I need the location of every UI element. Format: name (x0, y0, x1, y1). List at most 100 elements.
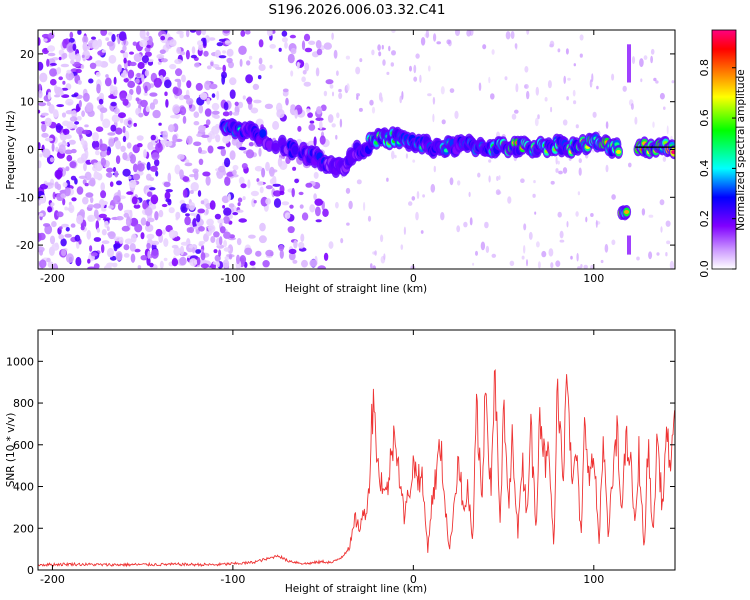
noise-blob (74, 121, 80, 125)
noise-blob (293, 239, 298, 249)
noise-blob (184, 216, 191, 226)
noise-blob (650, 48, 655, 55)
noise-blob (41, 132, 49, 138)
noise-blob (165, 99, 169, 108)
noise-blob (150, 134, 156, 141)
noise-blob (578, 167, 582, 176)
noise-blob (129, 61, 137, 67)
noise-blob (58, 56, 62, 61)
noise-blob (186, 30, 190, 38)
spectrogram-noise (38, 30, 675, 269)
noise-blob (323, 90, 328, 97)
snr-y-label: SNR (10 * v/v) (5, 413, 17, 488)
noise-blob (137, 61, 145, 70)
noise-blob (244, 247, 253, 255)
noise-blob (216, 42, 223, 47)
colorbar-label: Normalized spectral amplitude (735, 69, 747, 230)
noise-blob (61, 112, 67, 118)
noise-blob (143, 36, 150, 41)
noise-blob (565, 48, 569, 55)
noise-blob (42, 148, 51, 158)
noise-blob (219, 236, 223, 246)
noise-blob (557, 48, 561, 53)
x-tick-label: 0 (410, 573, 417, 586)
noise-blob (117, 64, 122, 73)
noise-blob (132, 163, 138, 173)
noise-blob (136, 72, 141, 78)
noise-blob (232, 164, 239, 171)
noise-blob (272, 183, 281, 187)
noise-blob (559, 239, 565, 243)
noise-blob (179, 245, 185, 256)
noise-blob (211, 110, 220, 115)
noise-blob (415, 53, 420, 59)
noise-blob (313, 136, 317, 147)
noise-blob (179, 51, 186, 56)
noise-blob (164, 191, 171, 200)
noise-blob (111, 33, 116, 43)
noise-blob (52, 109, 59, 118)
noise-blob (242, 95, 246, 100)
snr-x-label: Height of straight line (km) (285, 583, 427, 595)
x-tick-label: 100 (583, 573, 604, 586)
noise-blob (371, 49, 375, 56)
noise-blob (170, 115, 178, 119)
noise-blob (313, 171, 319, 179)
noise-blob (600, 259, 604, 264)
noise-blob (575, 124, 579, 129)
noise-blob (193, 141, 202, 147)
noise-blob (223, 247, 231, 252)
noise-blob (81, 110, 85, 117)
noise-blob (441, 119, 446, 125)
colorbar: 0.0 0.2 0.4 0.6 0.8 Normalized spectral ampl… (698, 29, 747, 278)
ridge-peak (616, 149, 621, 154)
noise-blob (75, 68, 82, 74)
noise-blob (215, 134, 221, 143)
noise-blob (164, 91, 168, 97)
noise-blob (122, 168, 131, 177)
noise-blob (47, 206, 53, 213)
noise-blob (484, 221, 489, 229)
noise-blob (449, 177, 454, 186)
noise-blob (383, 253, 386, 260)
noise-blob (315, 40, 322, 49)
noise-blob (167, 199, 172, 206)
noise-blob (106, 167, 114, 173)
noise-blob (236, 238, 242, 246)
noise-blob (656, 252, 660, 256)
noise-blob (179, 256, 187, 266)
noise-blob (282, 88, 289, 93)
y-tick-label: -10 (16, 191, 34, 204)
noise-blob (557, 160, 560, 165)
noise-blob (333, 49, 338, 59)
noise-blob (139, 30, 146, 39)
noise-blob (548, 248, 554, 257)
noise-blob (219, 226, 226, 234)
noise-blob (116, 216, 124, 221)
noise-blob (127, 80, 136, 88)
noise-blob (547, 80, 552, 89)
noise-blob (192, 218, 198, 228)
noise-blob (252, 83, 260, 90)
noise-blob (237, 202, 241, 207)
noise-blob (105, 37, 110, 41)
noise-blob (43, 223, 51, 227)
noise-blob (636, 256, 640, 261)
noise-blob (308, 123, 316, 131)
noise-blob (49, 62, 57, 66)
noise-blob (316, 48, 323, 56)
noise-blob (290, 70, 294, 77)
y-tick-label: 10 (20, 96, 34, 109)
noise-blob (196, 257, 201, 266)
noise-blob (117, 202, 124, 211)
noise-blob (64, 38, 71, 45)
noise-blob (281, 30, 288, 37)
noise-blob (262, 260, 270, 268)
noise-blob (590, 213, 594, 217)
noise-blob (128, 175, 132, 180)
noise-blob (485, 245, 490, 253)
noise-blob (336, 112, 340, 119)
noise-blob (340, 238, 344, 244)
noise-blob (105, 74, 109, 78)
noise-blob (188, 244, 196, 249)
